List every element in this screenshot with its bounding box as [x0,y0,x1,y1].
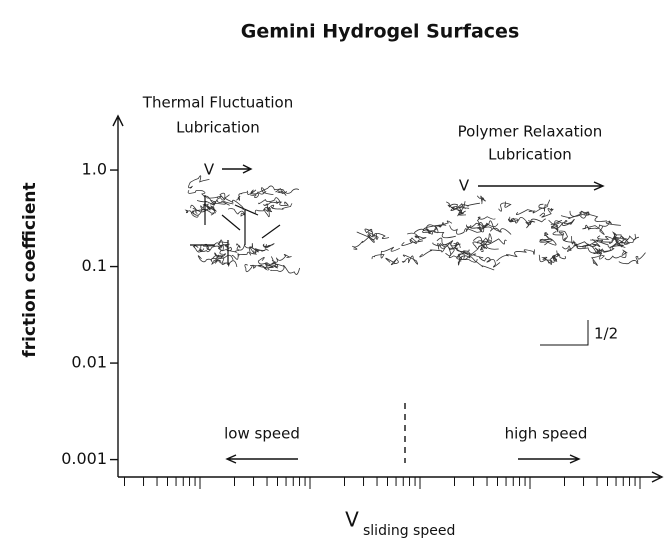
polymer-chain [237,191,248,201]
annotation: high speed [505,425,588,443]
polymer-chain [554,251,565,262]
arrow [222,165,251,173]
chart: Gemini Hydrogel Surfaces friction coeffi… [0,0,667,539]
polymer-chain [263,244,274,249]
annotation: 1/2 [594,325,618,343]
polymer-chain [539,255,552,263]
polymer-chain [478,225,511,235]
force-arrow [222,215,240,230]
polymer-chain [619,253,646,264]
y-tick-label: 0.01 [71,353,107,372]
polymer-chain [497,249,535,261]
annotation: low speed [224,425,300,443]
force-arrow [262,225,280,238]
polymer-chain [420,243,446,257]
polymer-chain [386,258,399,265]
annotation: V [204,161,215,179]
slope-triangle [540,320,588,345]
polymer-chain [402,255,417,264]
polymer-chain [365,229,378,239]
x-axis-label-subscript: sliding speed [363,523,455,539]
y-axis-label: friction coefficient [20,182,40,357]
polymer-chain [588,221,621,229]
polymer-chain [372,247,400,259]
polymer-chain [220,247,239,254]
polymer-chain [553,231,568,240]
arrow [518,455,579,463]
x-axis-label: V [345,508,359,532]
arrow [227,455,298,463]
y-tick-label: 1.0 [82,160,107,179]
arrow [478,182,603,190]
annotation: Polymer Relaxation [458,123,603,141]
polymer-chain [450,225,469,234]
y-tick-label: 0.1 [82,256,107,275]
annotation: Lubrication [176,119,260,137]
polymer-chain [499,202,511,212]
polymer-chain [526,219,546,225]
y-tick-label: 0.001 [61,449,107,468]
annotation: Lubrication [488,146,572,164]
polymer-chain [228,208,245,216]
annotation: Thermal Fluctuation [142,94,293,112]
polymer-chain [540,208,553,217]
polymer-chain [188,190,211,201]
polymer-chain [583,225,605,234]
polymer-chain [245,265,262,272]
chart-title: Gemini Hydrogel Surfaces [241,21,520,43]
annotation: V [459,177,470,195]
polymer-chain [232,252,251,259]
polymer-chain [352,235,374,250]
polymer-chain [271,204,292,210]
polymer-chain [477,196,486,204]
polymer-chain [446,201,465,208]
